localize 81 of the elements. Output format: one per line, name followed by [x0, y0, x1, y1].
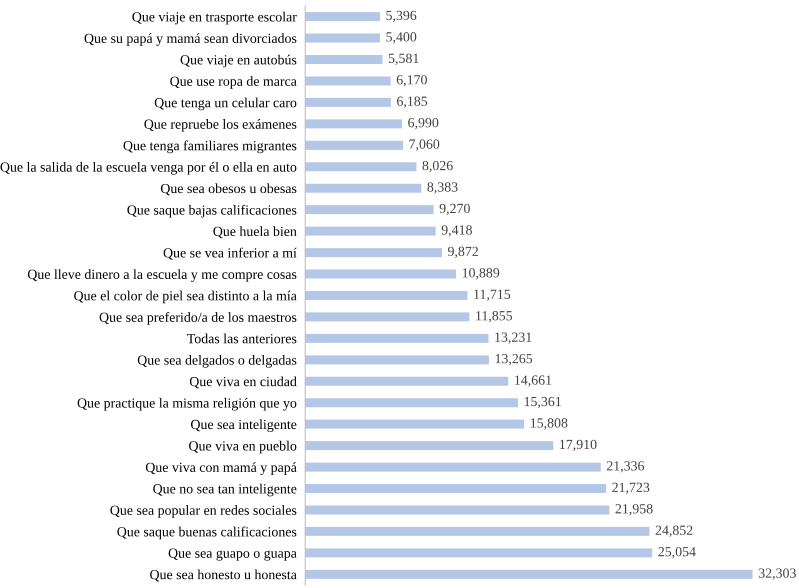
- y-tick-label: Que sea popular en redes sociales: [110, 505, 296, 518]
- y-tick-label: Que sea honesto u honesta: [150, 570, 297, 582]
- bar: [305, 162, 416, 172]
- y-tick-label: Que saque bajas calificaciones: [127, 204, 296, 218]
- bar: [305, 119, 402, 128]
- data-label: 14,661: [515, 375, 552, 387]
- y-tick-label: Que practique la misma religión que yo: [78, 398, 296, 411]
- bar: [305, 140, 404, 150]
- y-tick-label: Que tenga familiares migrantes: [124, 140, 296, 154]
- data-label: 25,054: [658, 546, 696, 558]
- bar: [305, 76, 391, 86]
- y-tick-label: Que sea obesos u obesas: [160, 183, 296, 196]
- data-label: 9,270: [440, 204, 470, 216]
- bar: [305, 98, 391, 107]
- data-label: 7,060: [409, 139, 440, 151]
- bar: [305, 548, 652, 558]
- bar: [305, 248, 442, 258]
- y-tick-label: Que tenga un celular caro: [154, 98, 296, 110]
- bar: [305, 226, 436, 236]
- data-label: 5,581: [388, 54, 418, 65]
- bar: [305, 312, 470, 322]
- data-label: 5,400: [386, 32, 416, 44]
- bar: [305, 570, 753, 579]
- y-tick-label: Que viaje en autobús: [180, 54, 296, 68]
- y-tick-label: Que la salida de la escuela venga por él o ella en auto: [0, 162, 296, 175]
- bar: [305, 205, 434, 214]
- bar: [305, 34, 380, 43]
- data-label: 21,336: [606, 461, 644, 473]
- y-tick-label: Que el color de piel sea distinto a la mía: [74, 290, 297, 304]
- data-label: 6,185: [397, 96, 428, 108]
- bar: [305, 505, 610, 514]
- data-label: 9,872: [448, 246, 478, 258]
- data-label: 9,418: [442, 225, 472, 237]
- y-tick-label: Que repruebe los exámenes: [144, 119, 296, 132]
- bar: [305, 290, 468, 300]
- data-label: 8,026: [422, 160, 453, 172]
- y-tick-label: Que huela bien: [213, 226, 297, 238]
- y-tick-label: Que sea inteligente: [191, 419, 296, 432]
- data-label: 13,231: [495, 332, 532, 344]
- y-tick-label: Todas las anteriores: [187, 334, 296, 344]
- data-label: 21,958: [616, 504, 653, 516]
- y-tick-label: Que no sea tan inteligente: [153, 484, 296, 496]
- y-tick-label: Que lleve dinero a la escuela y me compre cosas: [28, 269, 296, 282]
- data-label: 5,396: [386, 10, 416, 22]
- y-tick-label: Que saque buenas calificaciones: [117, 526, 296, 540]
- data-label: 11,715: [474, 290, 510, 301]
- bar: [305, 270, 456, 279]
- bar: [305, 441, 554, 450]
- bar: [305, 334, 488, 343]
- y-tick-label: Que sea delgados o delgadas: [138, 355, 296, 368]
- y-tick-label: Que se vea inferior a mí: [164, 248, 297, 260]
- y-tick-label: Que sea preferido/a de los maestros: [100, 312, 296, 325]
- data-label: 21,723: [612, 482, 650, 494]
- y-tick-label: Que viaje en trasporte escolar: [132, 12, 297, 24]
- data-label: 10,889: [462, 268, 500, 280]
- data-label: 32,303: [758, 568, 796, 580]
- y-tick-label: Que sea guapo o guapa: [168, 548, 297, 561]
- bar: [305, 55, 383, 64]
- data-label: 11,855: [476, 311, 512, 322]
- y-tick-label: Que viva en ciudad: [190, 376, 297, 388]
- bar: [305, 12, 380, 22]
- y-tick-label: Que viva con mamá y papá: [146, 462, 297, 475]
- data-label: 15,361: [524, 396, 561, 408]
- data-label: 24,852: [656, 526, 692, 537]
- y-tick-label: Que use ropa de marca: [170, 76, 297, 89]
- data-label: 17,910: [560, 440, 597, 452]
- bar: [305, 184, 422, 193]
- bar: [305, 420, 524, 429]
- bar: [305, 355, 489, 364]
- data-label: 13,265: [496, 354, 532, 366]
- bar: [305, 376, 508, 386]
- data-label: 15,808: [530, 418, 568, 430]
- y-tick-label: Que su papá y mamá sean divorciados: [84, 33, 296, 46]
- data-label: 6,170: [396, 75, 427, 86]
- data-label: 6,990: [408, 118, 438, 130]
- bar: [305, 398, 518, 408]
- data-label: 8,383: [427, 182, 458, 194]
- bar: [305, 526, 650, 536]
- bar: [305, 484, 606, 494]
- y-tick-label: Que viva en pueblo: [189, 440, 296, 454]
- bar: [305, 462, 601, 472]
